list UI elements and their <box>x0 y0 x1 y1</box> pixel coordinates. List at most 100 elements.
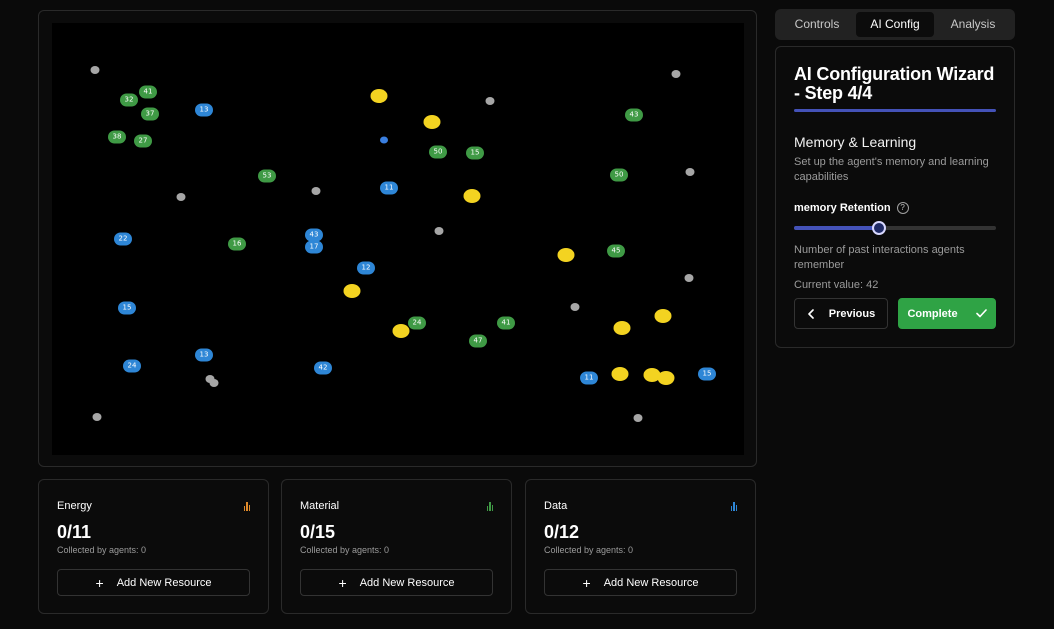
tab-analysis[interactable]: Analysis <box>950 17 996 31</box>
material-resource[interactable] <box>685 168 695 176</box>
resource-count: 0/12 <box>544 522 580 542</box>
check-icon <box>975 309 987 318</box>
energy-resource[interactable] <box>643 368 661 382</box>
complete-button[interactable]: Complete <box>898 298 996 329</box>
resource-name: Energy <box>57 500 92 512</box>
material-resource[interactable] <box>671 70 681 78</box>
resource-card-data: Data 0/12 Collected by agents: 0 + Add N… <box>525 479 756 614</box>
section-description: Set up the agent's memory and learning c… <box>794 156 989 183</box>
resource-card-material: Material 0/15 Collected by agents: 0 + A… <box>281 479 512 614</box>
agent-green[interactable]: 50 <box>429 145 447 159</box>
agent-green[interactable]: 45 <box>607 244 625 258</box>
energy-resource[interactable] <box>343 284 361 298</box>
material-resource[interactable] <box>684 274 694 282</box>
tab-bar: Controls AI Config Analysis <box>775 9 1015 40</box>
param-label: memory Retention <box>794 202 891 214</box>
agent-green[interactable]: 16 <box>228 237 246 251</box>
section-title: Memory & Learning <box>794 134 917 150</box>
resource-count: 0/11 <box>57 522 92 542</box>
agent-blue[interactable]: 11 <box>580 371 598 385</box>
agent-blue[interactable]: 22 <box>114 232 132 246</box>
energy-resource[interactable] <box>654 309 672 323</box>
material-resource[interactable] <box>485 97 495 105</box>
agent-blue[interactable]: 11 <box>380 181 398 195</box>
slider-fill <box>794 226 879 230</box>
add-resource-label: Add New Resource <box>603 576 699 589</box>
material-resource[interactable] <box>176 193 186 201</box>
agent-blue[interactable]: 42 <box>314 361 332 375</box>
agent-blue[interactable]: 43 <box>305 228 323 242</box>
ai-config-wizard: AI Configuration Wizard - Step 4/4 Memor… <box>775 46 1015 348</box>
slider-track[interactable] <box>794 226 996 230</box>
agent-blue[interactable]: 24 <box>123 359 141 373</box>
resource-name: Data <box>544 500 568 512</box>
tab-controls[interactable]: Controls <box>794 17 840 31</box>
agent-blue[interactable]: 17 <box>305 240 323 254</box>
material-resource[interactable] <box>633 414 643 422</box>
energy-resource[interactable] <box>613 321 631 335</box>
material-resource[interactable] <box>209 379 219 387</box>
bar-chart-icon <box>486 501 493 511</box>
bar-chart-icon <box>730 501 737 511</box>
question-circle-icon[interactable]: ? <box>896 202 909 214</box>
previous-label: Previous <box>828 307 876 320</box>
material-resource[interactable] <box>311 187 321 195</box>
add-resource-label: Add New Resource <box>116 576 212 589</box>
resource-collected: Collected by agents: 0 <box>544 545 634 555</box>
agent-green[interactable]: 41 <box>497 316 515 330</box>
agent-green[interactable]: 50 <box>610 168 628 182</box>
agent-green[interactable]: 32 <box>120 93 138 107</box>
energy-resource[interactable] <box>370 89 388 103</box>
wizard-buttons: Previous Complete <box>794 298 996 329</box>
energy-resource[interactable] <box>463 189 481 203</box>
simulation-canvas[interactable]: 32 41 37 38 27 53 16 50 15 43 50 45 24 4… <box>52 23 744 455</box>
data-resource[interactable] <box>380 136 388 144</box>
resource-name: Material <box>300 500 340 512</box>
add-resource-button[interactable]: + Add New Resource <box>300 569 493 596</box>
add-resource-label: Add New Resource <box>359 576 455 589</box>
param-description: Number of past interactions agents remem… <box>794 244 965 271</box>
agent-blue[interactable]: 13 <box>195 103 213 117</box>
plus-icon: + <box>95 574 104 591</box>
agent-green[interactable]: 38 <box>108 130 126 144</box>
agent-blue[interactable]: 15 <box>118 301 136 315</box>
energy-resource[interactable] <box>392 324 410 338</box>
agent-green[interactable]: 37 <box>141 107 159 121</box>
tab-ai-config[interactable]: AI Config <box>856 12 934 37</box>
agent-green[interactable]: 24 <box>408 316 426 330</box>
energy-resource[interactable] <box>557 248 575 262</box>
energy-resource[interactable] <box>611 367 629 381</box>
memory-retention-slider[interactable] <box>794 221 996 235</box>
energy-resource[interactable] <box>423 115 441 129</box>
agent-blue[interactable]: 13 <box>195 348 213 362</box>
material-resource[interactable] <box>90 66 100 74</box>
agent-green[interactable]: 47 <box>469 334 487 348</box>
chevron-left-icon <box>807 308 814 319</box>
agent-blue[interactable]: 12 <box>357 261 375 275</box>
material-resource[interactable] <box>205 375 215 383</box>
simulation-panel: 32 41 37 38 27 53 16 50 15 43 50 45 24 4… <box>38 10 757 467</box>
wizard-title: AI Configuration Wizard - Step 4/4 <box>794 64 995 103</box>
resource-count: 0/15 <box>300 522 336 542</box>
material-resource[interactable] <box>570 303 580 311</box>
energy-resource[interactable] <box>657 371 675 385</box>
previous-button[interactable]: Previous <box>794 298 888 329</box>
add-resource-button[interactable]: + Add New Resource <box>57 569 250 596</box>
resource-collected: Collected by agents: 0 <box>300 545 390 555</box>
material-resource[interactable] <box>92 413 102 421</box>
complete-label: Complete <box>907 307 958 320</box>
plus-icon: + <box>582 574 591 591</box>
resource-collected: Collected by agents: 0 <box>57 545 147 555</box>
bar-chart-icon <box>243 501 250 511</box>
resource-card-energy: Energy 0/11 Collected by agents: 0 + Add… <box>38 479 269 614</box>
agent-blue[interactable]: 15 <box>698 367 716 381</box>
agent-green[interactable]: 27 <box>134 134 152 148</box>
add-resource-button[interactable]: + Add New Resource <box>544 569 737 596</box>
material-resource[interactable] <box>434 227 444 235</box>
agent-green[interactable]: 53 <box>258 169 276 183</box>
agent-green[interactable]: 15 <box>466 146 484 160</box>
current-value: Current value: 42 <box>794 279 879 291</box>
slider-thumb[interactable] <box>871 221 886 235</box>
agent-green[interactable]: 43 <box>625 108 643 122</box>
agent-green[interactable]: 41 <box>139 85 157 99</box>
